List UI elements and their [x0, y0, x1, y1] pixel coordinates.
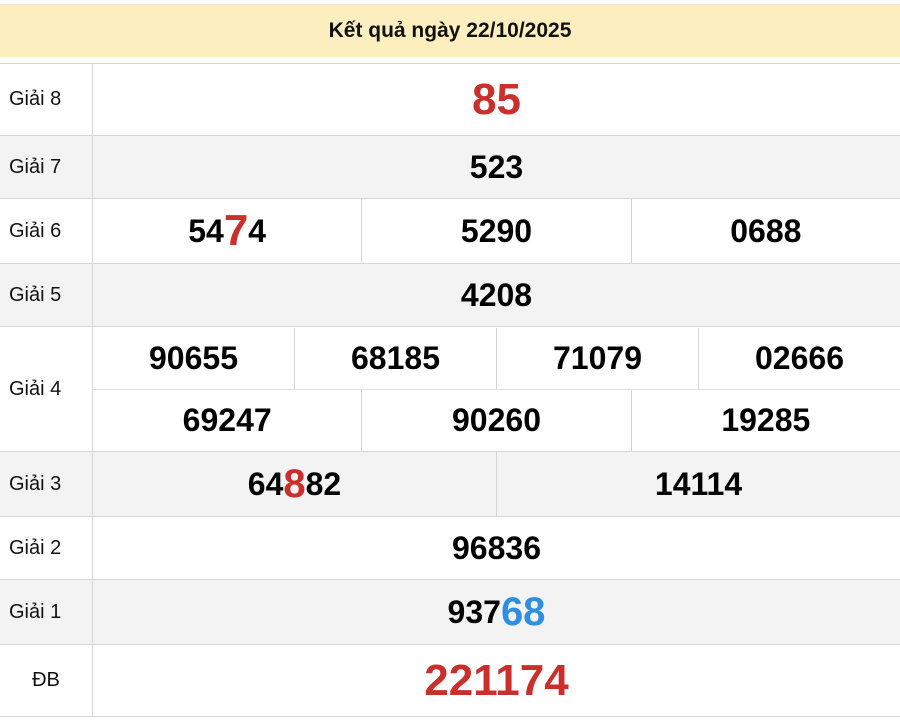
prize-number: 02666: [698, 327, 900, 389]
prize-label: Giải 8: [0, 63, 93, 136]
prize-number: 19285: [630, 389, 900, 451]
results-title: Kết quả ngày 22/10/2025: [328, 19, 572, 42]
number-digits: 68185: [351, 339, 440, 376]
number-digits: 523: [469, 148, 524, 185]
prize-label: Giải 7: [0, 135, 93, 199]
prize-number: 64 8 82: [93, 452, 496, 516]
highlighted-digits: 221174: [424, 655, 569, 705]
prize-label: Giải 2: [0, 516, 93, 580]
highlighted-digits: 85: [472, 74, 521, 124]
prize-number: 96836: [93, 517, 900, 579]
number-digits: 02666: [755, 339, 844, 376]
number-digits: 82: [305, 465, 342, 502]
prize-label: Giải 4: [0, 326, 93, 452]
prize-row: Giải 5 4208: [0, 263, 900, 327]
prize-number: 90260: [361, 389, 630, 451]
prize-values: 85: [92, 63, 900, 136]
number-digits: 4: [248, 212, 267, 249]
prize-number: 14114: [496, 452, 900, 516]
prize-number: 90655: [93, 328, 294, 389]
results-table: Giải 8 85 Giải 7 523 Giải 6 54 7 4 5290 0688 Giải …: [0, 63, 900, 717]
number-digits: 5290: [460, 212, 533, 249]
prize-number: 5290: [361, 199, 630, 263]
prize-row: Giải 7 523: [0, 135, 900, 199]
number-digits: 54: [188, 212, 224, 249]
prize-number: 71079: [496, 327, 698, 389]
prize-label: Giải 3: [0, 451, 93, 517]
highlighted-digits: 8: [283, 461, 306, 506]
number-digits: 96836: [452, 529, 541, 566]
number-digits: 4208: [460, 276, 533, 313]
number-digits: 0688: [730, 212, 802, 249]
prize-values: 4208: [92, 263, 900, 327]
prize-number: 85: [93, 64, 900, 135]
prize-label: Giải 5: [0, 263, 93, 327]
prize-number: 221174: [93, 645, 900, 716]
prize-number: 4208: [93, 264, 900, 326]
prize-row: Giải 4 90655 68185 71079 02666 69247 90260 1928…: [0, 326, 900, 452]
prize-number: 523: [93, 136, 900, 198]
prize-row: Giải 3 64 8 82 14114: [0, 451, 900, 517]
number-digits: 71079: [553, 339, 642, 376]
prize-number: 0688: [630, 199, 900, 263]
number-digits: 14114: [654, 465, 743, 502]
highlighted-digits: 7: [223, 206, 249, 255]
prize-values: 937 68: [92, 579, 900, 645]
number-digits: 64: [247, 465, 284, 502]
prize-values: 96836: [92, 516, 900, 580]
prize-number: 54 7 4: [93, 199, 361, 263]
highlighted-digits: 68: [500, 589, 546, 634]
prize-row: Giải 8 85: [0, 63, 900, 136]
prize-number: 937 68: [93, 580, 900, 644]
prize-label: Giải 1: [0, 579, 93, 645]
prize-row: Giải 2 96836: [0, 516, 900, 580]
prize-values: 54 7 4 5290 0688: [92, 198, 900, 264]
number-digits: 90655: [149, 339, 238, 376]
prize-row: Giải 1 937 68: [0, 579, 900, 645]
number-digits: 90260: [452, 401, 541, 438]
prize-number: 69247: [93, 390, 361, 451]
prize-label: ĐB: [0, 644, 93, 717]
prize-values: 221174: [92, 644, 900, 717]
results-header: Kết quả ngày 22/10/2025: [0, 4, 900, 57]
prize-values: 64 8 82 14114: [92, 451, 900, 517]
prize-values: 523: [92, 135, 900, 199]
number-digits: 69247: [182, 401, 272, 438]
number-digits: 19285: [721, 401, 811, 438]
prize-values: 90655 68185 71079 02666 69247 90260 19285: [92, 326, 900, 452]
prize-label: Giải 6: [0, 198, 93, 264]
number-digits: 937: [447, 593, 501, 630]
prize-row: Giải 6 54 7 4 5290 0688: [0, 198, 900, 264]
prize-number: 68185: [294, 327, 496, 389]
prize-row: ĐB 221174: [0, 644, 900, 717]
